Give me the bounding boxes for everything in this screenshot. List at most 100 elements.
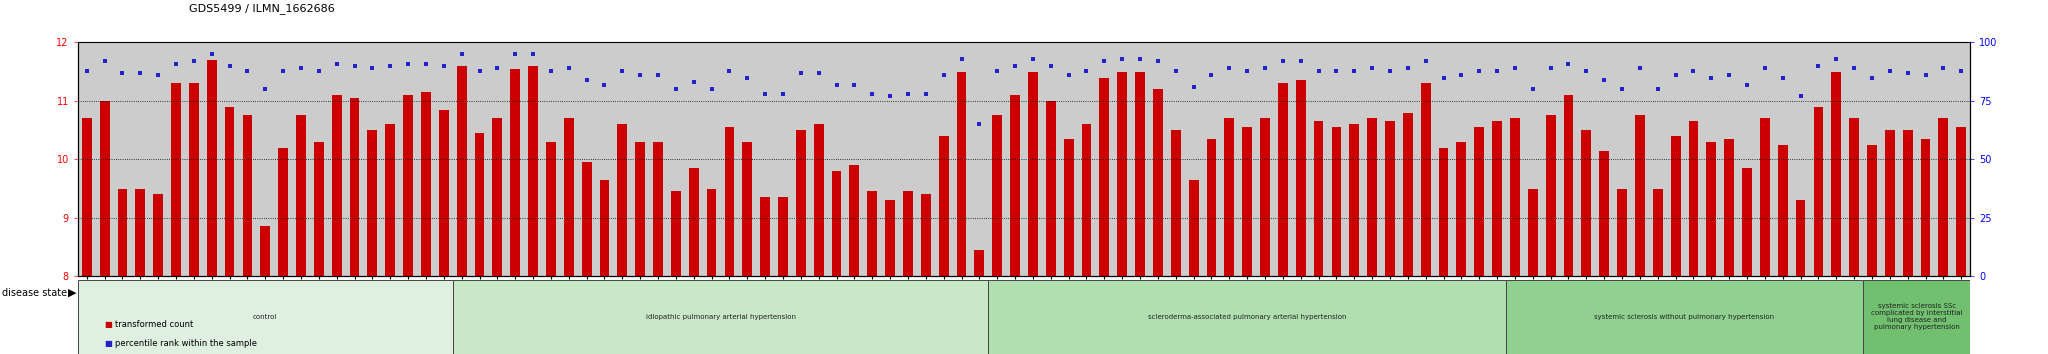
Bar xyxy=(203,42,221,276)
Text: ▶: ▶ xyxy=(68,288,76,298)
Bar xyxy=(434,42,453,276)
Bar xyxy=(938,136,948,276)
Bar xyxy=(1618,188,1626,276)
Bar xyxy=(1184,42,1202,276)
Bar xyxy=(1849,119,1860,276)
Bar xyxy=(1720,42,1739,276)
Bar xyxy=(635,142,645,276)
Bar xyxy=(381,42,399,276)
Bar xyxy=(438,110,449,276)
Text: ■: ■ xyxy=(104,339,113,348)
Text: systemic sclerosis without pulmonary hypertension: systemic sclerosis without pulmonary hyp… xyxy=(1595,314,1776,320)
Bar xyxy=(207,60,217,276)
Text: percentile rank within the sample: percentile rank within the sample xyxy=(115,339,256,348)
Bar xyxy=(846,42,864,276)
Bar xyxy=(154,194,164,276)
Bar xyxy=(1880,42,1898,276)
Bar xyxy=(881,42,899,276)
Bar xyxy=(403,95,414,276)
Bar xyxy=(242,115,252,276)
Bar xyxy=(778,197,788,276)
Bar xyxy=(528,66,539,276)
Bar xyxy=(471,42,487,276)
Bar xyxy=(1505,280,1864,354)
Bar xyxy=(1810,42,1827,276)
Bar xyxy=(221,42,238,276)
Bar xyxy=(1595,42,1614,276)
Bar xyxy=(1024,42,1042,276)
Bar xyxy=(1403,113,1413,276)
Bar xyxy=(1599,150,1610,276)
Bar xyxy=(1614,42,1630,276)
Bar xyxy=(1939,119,1948,276)
Bar xyxy=(1202,42,1221,276)
Bar xyxy=(1903,130,1913,276)
Bar xyxy=(82,119,92,276)
Bar xyxy=(260,227,270,276)
Bar xyxy=(1831,72,1841,276)
Bar xyxy=(1292,42,1309,276)
Bar xyxy=(813,124,823,276)
Bar xyxy=(328,42,346,276)
Bar xyxy=(741,142,752,276)
Bar xyxy=(1417,42,1434,276)
Bar xyxy=(1686,42,1702,276)
Bar xyxy=(1884,130,1894,276)
Bar xyxy=(1081,124,1092,276)
Bar xyxy=(1898,42,1917,276)
Bar xyxy=(922,194,930,276)
Bar xyxy=(899,42,918,276)
Bar xyxy=(1278,83,1288,276)
Bar xyxy=(385,124,395,276)
Bar xyxy=(279,148,289,276)
Bar xyxy=(1042,42,1059,276)
Bar xyxy=(688,168,698,276)
Bar xyxy=(684,42,702,276)
Bar xyxy=(1225,119,1235,276)
Bar xyxy=(1010,95,1020,276)
Bar xyxy=(543,42,559,276)
Bar xyxy=(1327,42,1346,276)
Bar xyxy=(653,142,664,276)
Bar xyxy=(582,162,592,276)
Bar xyxy=(100,101,109,276)
Bar xyxy=(332,95,342,276)
Bar xyxy=(524,42,543,276)
Bar xyxy=(1350,124,1360,276)
Bar xyxy=(1434,42,1452,276)
Bar xyxy=(1649,42,1667,276)
Bar xyxy=(1493,121,1501,276)
Bar xyxy=(721,42,739,276)
Bar xyxy=(668,42,684,276)
Bar xyxy=(418,42,434,276)
Bar xyxy=(578,42,596,276)
Bar xyxy=(1956,127,1966,276)
Bar xyxy=(1421,83,1432,276)
Bar xyxy=(1630,42,1649,276)
Bar xyxy=(453,42,471,276)
Bar xyxy=(168,42,184,276)
Bar xyxy=(1509,119,1520,276)
Bar xyxy=(827,42,846,276)
Bar xyxy=(1239,42,1255,276)
Bar xyxy=(934,42,952,276)
Bar xyxy=(1542,42,1561,276)
Bar xyxy=(1260,119,1270,276)
Bar xyxy=(1274,42,1292,276)
Bar xyxy=(1063,139,1073,276)
Bar xyxy=(487,42,506,276)
Bar xyxy=(1380,42,1399,276)
Bar xyxy=(756,42,774,276)
Bar xyxy=(600,180,610,276)
Text: scleroderma-associated pulmonary arterial hypertension: scleroderma-associated pulmonary arteria… xyxy=(1149,314,1346,320)
Bar xyxy=(1792,42,1810,276)
Bar xyxy=(475,133,485,276)
Bar xyxy=(1743,168,1751,276)
Bar xyxy=(918,42,934,276)
Bar xyxy=(1171,130,1180,276)
Bar xyxy=(831,171,842,276)
Bar xyxy=(1188,180,1198,276)
Bar xyxy=(1921,139,1931,276)
Bar xyxy=(1935,42,1952,276)
Bar xyxy=(1524,42,1542,276)
